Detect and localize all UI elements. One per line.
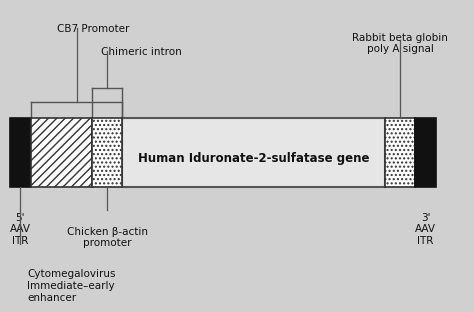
- Bar: [384, 118, 415, 187]
- Text: Chimeric intron: Chimeric intron: [101, 46, 182, 56]
- Text: 3'
AAV
ITR: 3' AAV ITR: [415, 213, 436, 246]
- Bar: [415, 118, 436, 187]
- Text: CB7 Promoter: CB7 Promoter: [57, 23, 129, 33]
- Bar: [92, 118, 122, 187]
- Text: Chicken β-actin
promoter: Chicken β-actin promoter: [67, 227, 148, 248]
- Text: Rabbit beta globin
poly A signal: Rabbit beta globin poly A signal: [352, 33, 448, 54]
- Bar: [122, 118, 384, 187]
- Text: 5'
AAV
ITR: 5' AAV ITR: [10, 213, 31, 246]
- Bar: [10, 118, 31, 187]
- Bar: [31, 118, 92, 187]
- Text: Cytomegalovirus
Immediate–early
enhancer: Cytomegalovirus Immediate–early enhancer: [27, 270, 116, 303]
- Text: Human Iduronate-2-sulfatase gene: Human Iduronate-2-sulfatase gene: [137, 152, 369, 165]
